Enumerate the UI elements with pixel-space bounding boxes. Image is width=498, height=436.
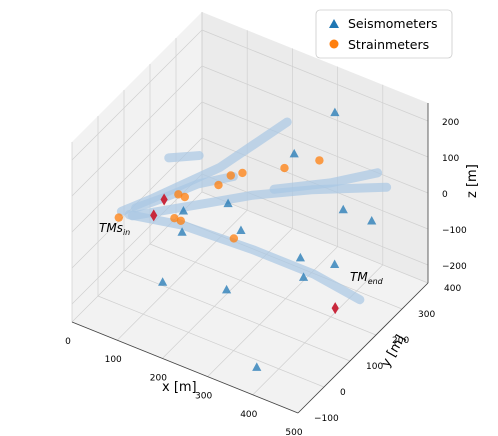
y-tick-label: 300 (418, 310, 435, 320)
seismometer-point (295, 252, 305, 262)
gridline (201, 173, 429, 266)
tick-labels: 0 100 200 300 400 500 −100 0 100 200 300 400 −200 −10… (65, 118, 467, 436)
seismometer-point (330, 259, 340, 268)
tunnel-segment (127, 182, 392, 221)
x-axis-label: x [m] (162, 380, 197, 395)
seismometer-point (298, 272, 309, 281)
strainmeter-point (238, 168, 247, 178)
legend-seismometer-marker (329, 19, 339, 28)
gridline (71, 101, 203, 233)
strainmeter-point (180, 192, 189, 202)
gridline (71, 65, 203, 197)
gridline (116, 209, 248, 341)
y-axis-line (297, 282, 429, 414)
seismometer-point (222, 284, 232, 294)
x-axis-line (71, 321, 299, 414)
y-axis-label: y [m] (378, 333, 408, 370)
strainmeter-point (174, 190, 183, 199)
gridline (201, 65, 429, 158)
x-tick-label: 100 (105, 355, 122, 365)
z-tick-label: 100 (442, 154, 459, 164)
strainmeter-point (226, 171, 235, 180)
y-tick-label: 200 (392, 336, 409, 346)
tunnel-segment (164, 151, 204, 163)
gridline (207, 246, 338, 377)
seismometer-point (236, 225, 246, 234)
strainmeter-point (280, 163, 289, 173)
y-tick-label: 400 (444, 284, 461, 294)
legend-seismometers-label: Seismometers (348, 16, 438, 31)
y-tick-label: 100 (366, 362, 383, 372)
gridline (201, 101, 429, 194)
axes-lines (71, 103, 429, 414)
data-points (114, 107, 377, 371)
seismometer-point (177, 227, 187, 236)
gridline (149, 243, 377, 336)
gridline (201, 29, 429, 122)
tunnel-segment (269, 168, 383, 194)
seismometer-point (289, 148, 299, 158)
x-tick-label: 500 (285, 428, 302, 436)
annotation-tm-end: TMend (350, 270, 384, 286)
z-tick-label: −100 (442, 226, 467, 236)
x-tick-label: 200 (150, 373, 167, 383)
tunnel-segment (124, 210, 365, 305)
legend-strainmeter-marker (329, 39, 339, 49)
gridline (252, 264, 384, 396)
legend-strainmeters-label: Strainmeters (348, 37, 429, 52)
x-tick-label: 400 (240, 410, 257, 420)
seismometer-point (367, 216, 377, 225)
seismometer-point (338, 204, 348, 214)
y-tick-label: 0 (340, 388, 346, 398)
strainmeter-point (229, 234, 239, 243)
annotation-tms-in: TMsin (99, 221, 130, 237)
z-axis-label: z [m] (465, 164, 480, 198)
y-tick-label: −100 (314, 414, 339, 424)
tunnel-tubes (116, 117, 392, 305)
test-mass-marker (150, 209, 158, 222)
seismometer-point (330, 107, 340, 117)
seismometer-point (223, 198, 233, 208)
seismometer-point (178, 206, 189, 215)
test-mass-marker (160, 193, 168, 206)
strainmeter-point (114, 213, 124, 222)
strainmeter-point (170, 214, 179, 223)
z-tick-label: 0 (442, 190, 448, 200)
tunnel-segment (131, 172, 238, 213)
seismometer-point (158, 277, 168, 286)
strainmeter-point (214, 180, 223, 190)
gridline (201, 191, 429, 284)
x-tick-label: 0 (65, 337, 71, 347)
legend-frame (315, 9, 453, 59)
x-tick-label: 300 (195, 392, 212, 402)
gridline (71, 29, 203, 161)
strainmeter-point (176, 216, 186, 226)
strainmeter-point (315, 156, 324, 165)
z-tick-label: 200 (442, 118, 459, 128)
gridline (97, 295, 325, 388)
seismometer-point (252, 362, 262, 371)
z-tick-label: −200 (442, 262, 467, 272)
test-mass-marker (331, 302, 339, 315)
legend: Seismometers Strainmeters (315, 9, 453, 59)
